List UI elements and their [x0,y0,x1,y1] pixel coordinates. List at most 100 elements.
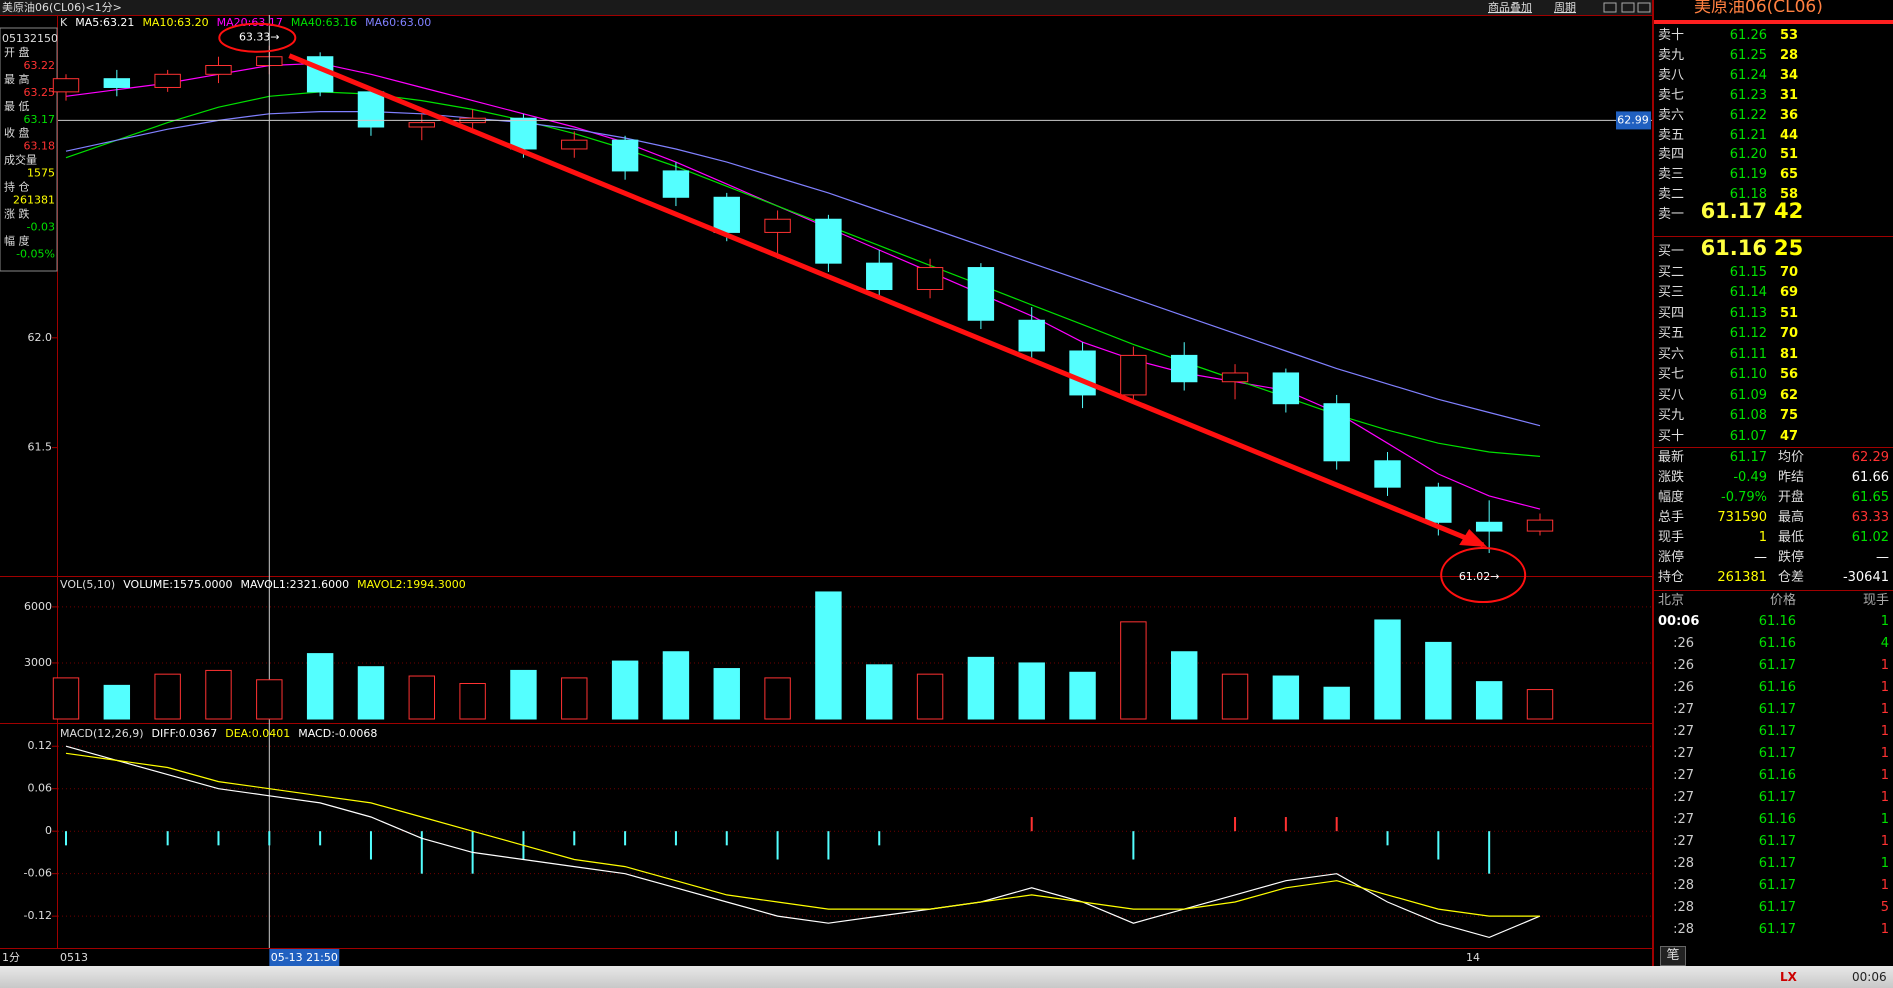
book-price: 61.15 [1729,264,1767,280]
tick-volume: 1 [1880,856,1889,871]
book-price: 61.07 [1729,428,1767,444]
window-icon[interactable] [1621,2,1635,13]
book-price: 61.17 [1700,199,1767,224]
annotation: 63.33→ [239,31,280,44]
legend-entry: DIFF:0.0367 [152,727,218,740]
tick-price: 61.17 [1758,834,1796,849]
window-icon[interactable] [1603,2,1617,13]
tick-volume: 1 [1880,702,1889,717]
volume-bar [205,669,232,720]
tick-price: 61.16 [1758,614,1796,629]
indicator-line [65,752,1540,917]
tick-price: 61.17 [1758,878,1796,893]
book-volume: 81 [1780,346,1799,362]
book-price: 61.24 [1729,67,1767,83]
separator [1654,236,1893,237]
volume-bar [1171,651,1198,720]
book-volume: 28 [1780,47,1799,63]
tick-price: 61.16 [1758,768,1796,783]
period-link[interactable]: 周期 [1554,1,1576,14]
candle-body [561,139,588,150]
book-price: 61.23 [1729,87,1767,103]
candle-body [764,218,791,233]
volume-bar [1069,671,1096,720]
volume-bar [967,656,995,720]
stat-label: 开盘 [1778,490,1805,505]
y-tick-label: -0.06 [24,867,52,880]
tick-time: 00:06 [1658,614,1700,629]
volume-bar [1323,686,1350,720]
tick-price: 61.17 [1758,702,1796,717]
volume-bar [256,679,283,720]
legend-entry: MAVOL1:2321.6000 [240,578,349,591]
volume-bar [459,683,486,720]
annotation-circle [1440,547,1527,604]
info-value: -0.05% [16,247,55,260]
window-icon[interactable] [1637,2,1651,13]
separator [1654,590,1893,591]
tick-price: 61.16 [1758,680,1796,695]
stat-value: 63.33 [1851,510,1889,525]
y-tick-label: 0.12 [28,739,53,752]
book-volume: 25 [1774,236,1804,260]
volume-bar [1425,641,1452,720]
volume-bar [713,668,740,720]
volume-bar [52,677,80,720]
info-value: 63.25 [24,86,56,99]
stat-label: 涨停 [1658,550,1685,565]
book-label: 买四 [1658,305,1685,321]
volume-bar [1018,662,1045,720]
stat-label: 总手 [1658,510,1685,525]
status-bar: LX 00:06 [0,966,1893,988]
tick-price: 61.17 [1758,856,1796,871]
book-label: 买二 [1658,264,1685,280]
stat-value: 1 [1758,530,1767,545]
book-volume: 53 [1780,28,1799,43]
tick-price: 61.17 [1758,658,1796,673]
tick-volume: 1 [1880,614,1889,629]
book-label: 卖一 [1658,207,1685,223]
stat-label: 幅度 [1658,490,1685,505]
y-tick-label: 61.5 [28,441,53,454]
time-label: 14 [1466,951,1480,964]
book-volume: 62 [1780,387,1799,403]
info-label: 幅 度 [4,233,30,247]
tick-time: :26 [1673,658,1694,673]
stat-value: — [1876,550,1889,565]
tick-volume: 1 [1880,658,1889,673]
candle-body [1120,354,1147,396]
book-label: 卖三 [1658,167,1685,183]
stat-value: 61.66 [1851,470,1889,485]
legend-title: VOL(5,10) [60,578,115,591]
candle-body [713,196,740,233]
book-label: 卖十 [1658,28,1685,43]
candle-body [103,78,131,88]
info-value: 261381 [13,194,55,207]
candle-body [510,117,537,150]
header-bar [0,0,1652,15]
stat-label: 跌停 [1778,550,1805,565]
book-price: 61.22 [1729,107,1767,123]
tick-time: :28 [1673,900,1694,915]
stat-value: -0.79% [1721,490,1767,505]
tick-time: :27 [1673,834,1694,849]
candle-body [1069,350,1096,396]
book-volume: 75 [1780,408,1799,423]
volume-bar [764,677,791,720]
book-label: 买七 [1658,367,1685,382]
tick-volume: 4 [1880,636,1889,651]
candle-body [815,218,842,264]
volume-bar [916,673,944,720]
info-label: 收 盘 [4,126,30,140]
book-label: 卖四 [1658,147,1685,163]
info-label: 涨 跌 [4,206,30,220]
quote-panel: 美原油06(CL06) 卖十 61.26 53 卖九 61.25 28 卖八 61.24 34 卖七… [1652,0,1893,966]
volume-bar [561,677,588,720]
candle-body [1526,519,1554,532]
volume-bar [1272,675,1300,720]
candle-body [1425,486,1452,523]
tick-time: :26 [1673,636,1694,651]
overlay-link[interactable]: 商品叠加 [1488,0,1532,14]
info-label: 最 低 [4,100,30,113]
